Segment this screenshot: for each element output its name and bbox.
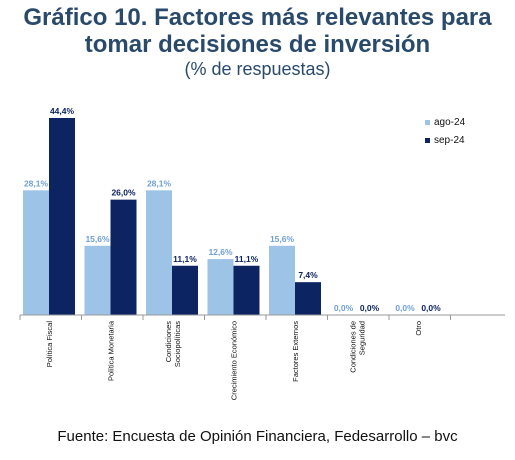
data-label-sep-4: 7,4%: [298, 270, 318, 280]
chart-title-line-2: tomar decisiones de inversión: [84, 31, 431, 58]
x-tick-label-1: Política Monetaria: [107, 320, 116, 381]
bar-sep-0: [49, 118, 75, 315]
bar-ago-2: [146, 190, 172, 315]
bar-sep-2: [172, 265, 198, 315]
data-label-ago-0: 28,1%: [24, 178, 49, 188]
data-label-ago-1: 15,6%: [85, 234, 110, 244]
legend-swatch-0: [425, 120, 430, 125]
data-label-ago-4: 15,6%: [270, 234, 295, 244]
bar-ago-0: [23, 190, 49, 315]
data-label-sep-6: 0,0%: [421, 303, 441, 313]
legend-swatch-1: [425, 138, 430, 143]
legend-label-0: ago-24: [434, 117, 466, 128]
data-label-sep-2: 11,1%: [173, 254, 197, 264]
data-label-ago-2: 28,1%: [147, 178, 172, 188]
bar-ago-4: [269, 245, 295, 315]
x-tick-label-3: Crecimiento Económico: [230, 321, 239, 400]
chart-title-line-1: Gráfico 10. Factores más relevantes para: [23, 4, 492, 31]
data-label-sep-1: 26,0%: [111, 188, 136, 198]
data-label-ago-3: 12,6%: [208, 247, 233, 257]
x-tick-label-5: Condiciones deSeguridad: [349, 321, 367, 373]
x-tick-label-4: Factores Externos: [291, 321, 300, 382]
x-tick-label-2: CondicionesSociopolíticas: [164, 321, 182, 368]
bar-ago-3: [207, 259, 234, 315]
x-tick-label-6: Otro: [414, 321, 423, 336]
bar-ago-1: [84, 245, 111, 315]
x-tick-label-0: Política Fiscal: [45, 321, 54, 368]
chart-subtitle: (% de respuestas): [184, 59, 331, 79]
source-note: Fuente: Encuesta de Opinión Financiera, …: [57, 428, 458, 445]
legend-label-1: sep-24: [434, 135, 465, 146]
bar-chart: 28,1% 44,4% Política Fiscal 15,6% 26,0% Polít…: [19, 106, 505, 400]
data-label-sep-5: 0,0%: [360, 303, 380, 313]
data-label-sep-0: 44,4%: [50, 106, 75, 116]
bar-sep-3: [233, 265, 260, 315]
data-label-sep-3: 11,1%: [235, 254, 259, 264]
data-label-ago-6: 0,0%: [395, 303, 415, 313]
bar-sep-4: [295, 282, 321, 315]
data-label-ago-5: 0,0%: [334, 303, 354, 313]
bar-sep-1: [110, 199, 137, 315]
